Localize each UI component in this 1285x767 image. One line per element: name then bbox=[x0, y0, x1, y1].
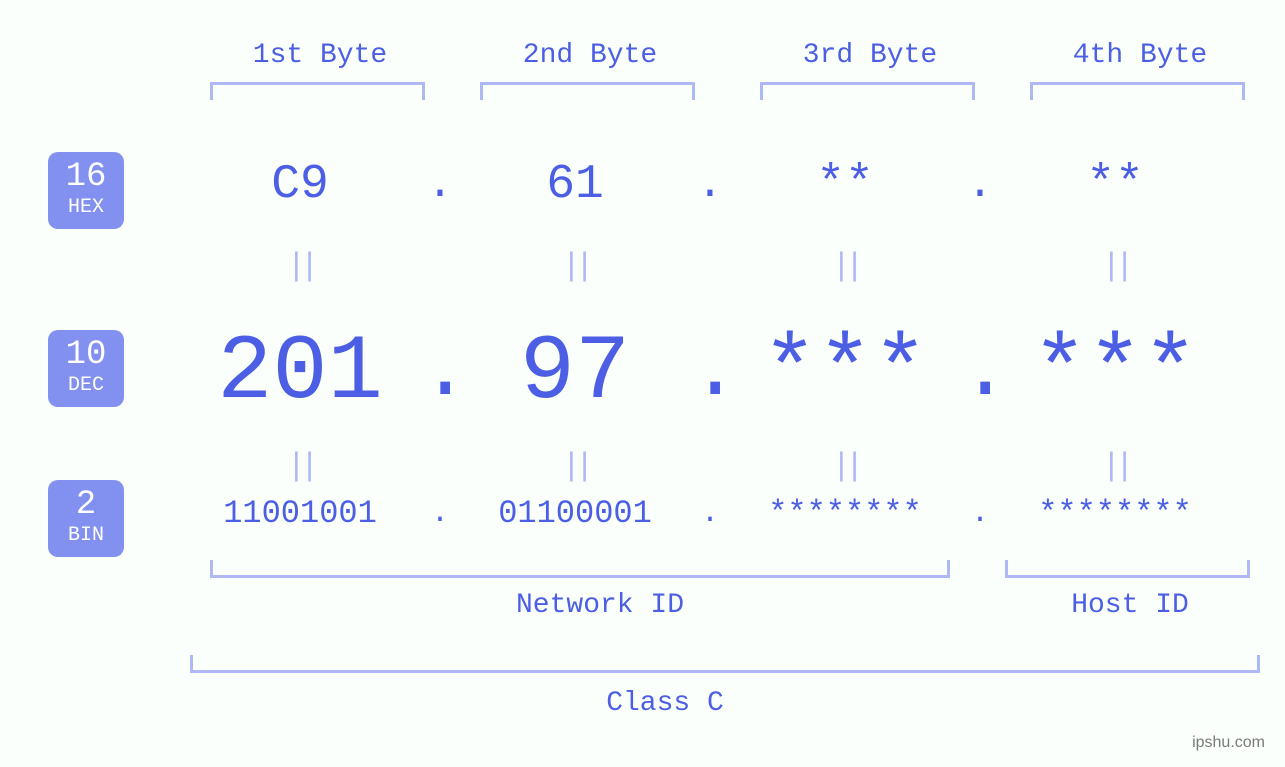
dec-dot-2: . bbox=[690, 325, 730, 420]
dec-byte-1: 201 bbox=[180, 320, 420, 425]
bin-byte-4: ******** bbox=[1000, 495, 1230, 532]
hex-byte-3: ** bbox=[730, 158, 960, 212]
badge-hex-label: HEX bbox=[48, 196, 124, 219]
hex-dot-2: . bbox=[690, 160, 730, 210]
bracket-network-id bbox=[210, 560, 950, 578]
bracket-byte-1 bbox=[210, 82, 425, 100]
eq-1-1: || bbox=[180, 248, 420, 285]
bin-dot-1: . bbox=[420, 497, 460, 531]
badge-dec: 10 DEC bbox=[48, 330, 124, 407]
bin-byte-3: ******** bbox=[730, 495, 960, 532]
label-network-id: Network ID bbox=[500, 590, 700, 621]
dec-dot-1: . bbox=[420, 325, 460, 420]
badge-hex: 16 HEX bbox=[48, 152, 124, 229]
byte-label-4: 4th Byte bbox=[1030, 40, 1250, 71]
row-dec: 201 . 97 . *** . *** bbox=[180, 320, 1260, 425]
label-class: Class C bbox=[595, 688, 735, 719]
badge-dec-num: 10 bbox=[48, 338, 124, 372]
eq-2-3: || bbox=[730, 448, 960, 485]
dec-byte-2: 97 bbox=[460, 320, 690, 425]
hex-dot-3: . bbox=[960, 160, 1000, 210]
eq-1-2: || bbox=[460, 248, 690, 285]
byte-label-3: 3rd Byte bbox=[760, 40, 980, 71]
equals-row-2: || || || || bbox=[180, 448, 1260, 485]
row-hex: C9 . 61 . ** . ** bbox=[180, 158, 1260, 212]
bracket-byte-3 bbox=[760, 82, 975, 100]
eq-2-4: || bbox=[1000, 448, 1230, 485]
dec-byte-3: *** bbox=[730, 320, 960, 425]
hex-byte-1: C9 bbox=[180, 158, 420, 212]
eq-2-1: || bbox=[180, 448, 420, 485]
watermark: ipshu.com bbox=[1192, 734, 1265, 752]
label-host-id: Host ID bbox=[1060, 590, 1200, 621]
hex-byte-4: ** bbox=[1000, 158, 1230, 212]
eq-1-4: || bbox=[1000, 248, 1230, 285]
bin-byte-2: 01100001 bbox=[460, 495, 690, 532]
row-bin: 11001001 . 01100001 . ******** . *******… bbox=[180, 495, 1260, 532]
diagram-container: 1st Byte 2nd Byte 3rd Byte 4th Byte 16 H… bbox=[0, 0, 1285, 767]
byte-label-1: 1st Byte bbox=[210, 40, 430, 71]
bracket-class bbox=[190, 655, 1260, 673]
eq-1-3: || bbox=[730, 248, 960, 285]
eq-2-2: || bbox=[460, 448, 690, 485]
badge-dec-label: DEC bbox=[48, 374, 124, 397]
equals-row-1: || || || || bbox=[180, 248, 1260, 285]
hex-byte-2: 61 bbox=[460, 158, 690, 212]
bracket-byte-4 bbox=[1030, 82, 1245, 100]
badge-hex-num: 16 bbox=[48, 160, 124, 194]
byte-label-2: 2nd Byte bbox=[480, 40, 700, 71]
bracket-host-id bbox=[1005, 560, 1250, 578]
bracket-byte-2 bbox=[480, 82, 695, 100]
bin-byte-1: 11001001 bbox=[180, 495, 420, 532]
badge-bin-num: 2 bbox=[48, 488, 124, 522]
badge-bin-label: BIN bbox=[48, 524, 124, 547]
dec-dot-3: . bbox=[960, 325, 1000, 420]
dec-byte-4: *** bbox=[1000, 320, 1230, 425]
hex-dot-1: . bbox=[420, 160, 460, 210]
badge-bin: 2 BIN bbox=[48, 480, 124, 557]
bin-dot-3: . bbox=[960, 497, 1000, 531]
bin-dot-2: . bbox=[690, 497, 730, 531]
